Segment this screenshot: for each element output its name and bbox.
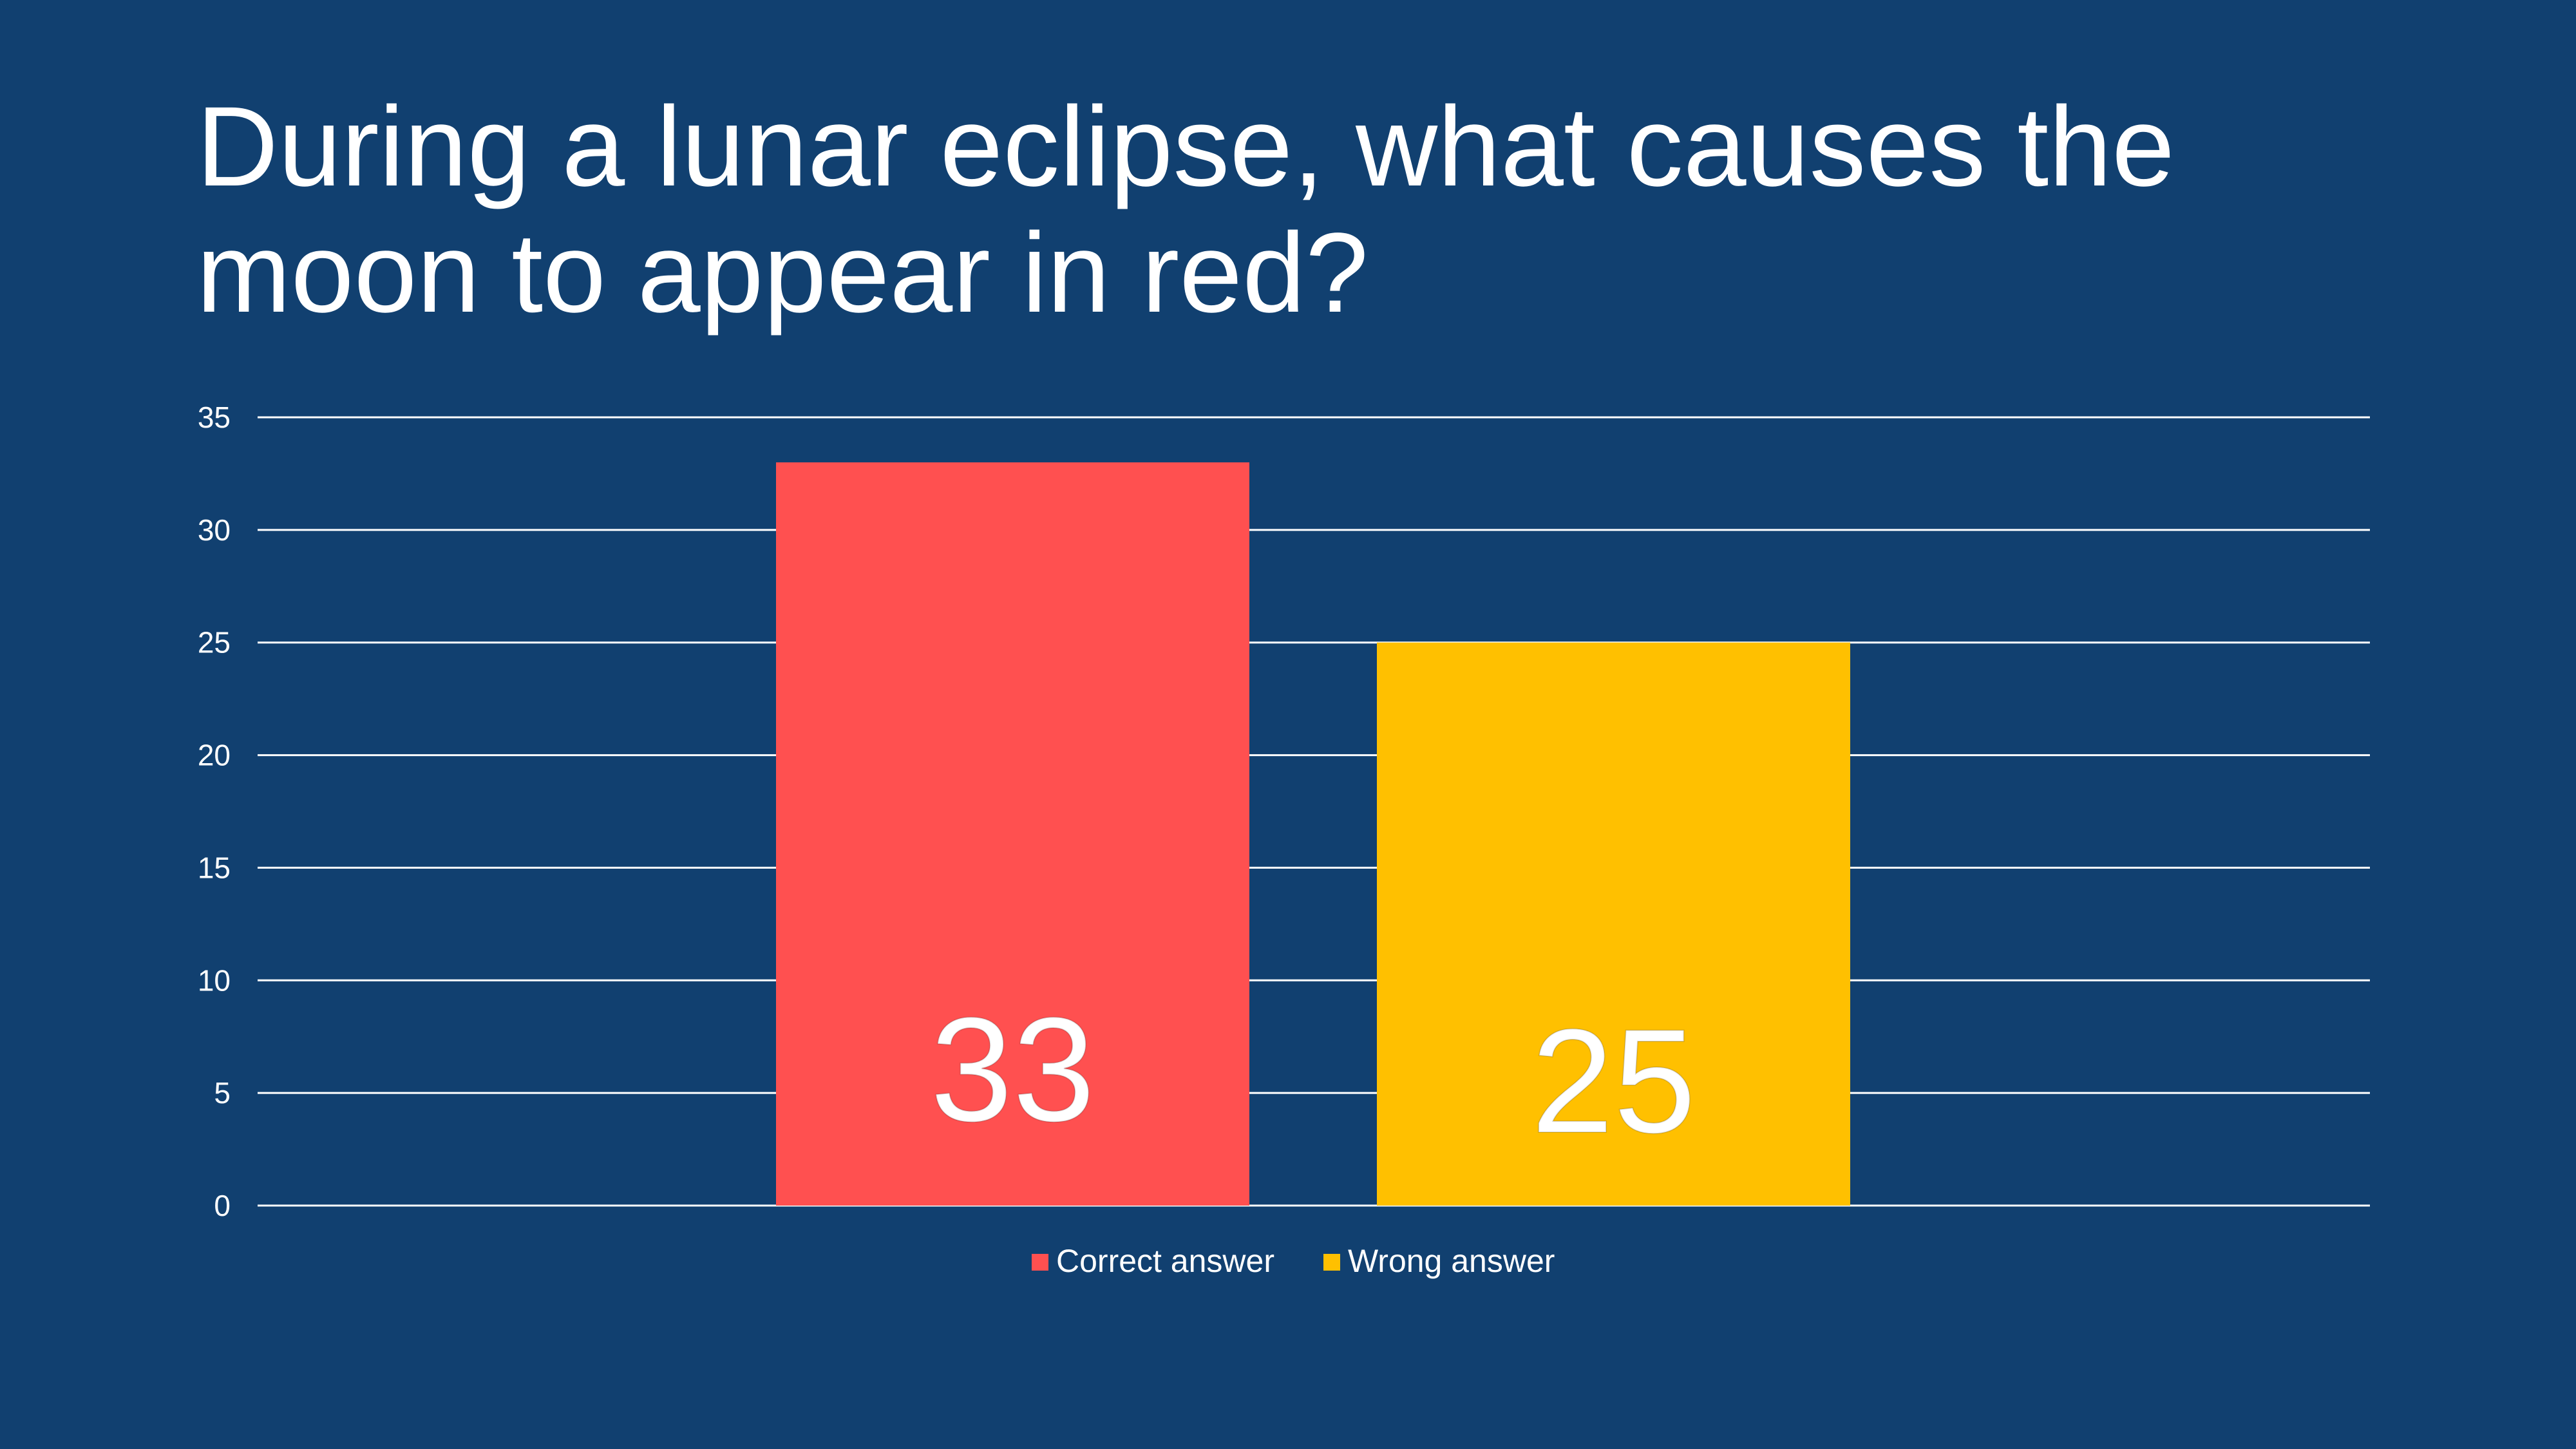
y-tick-label: 5: [214, 1076, 231, 1110]
bars: [776, 462, 1850, 1206]
data-label: 25: [1531, 998, 1696, 1164]
legend-swatch: [1032, 1254, 1048, 1271]
legend-swatch: [1323, 1254, 1340, 1271]
y-tick-label: 15: [198, 851, 231, 884]
legend-label: Wrong answer: [1348, 1243, 1555, 1279]
y-tick-label: 20: [198, 739, 231, 772]
bar-wrong-answer: [1377, 642, 1850, 1206]
y-tick-label: 25: [198, 626, 231, 659]
bar-correct-answer: [776, 462, 1249, 1206]
legend-label: Correct answer: [1056, 1243, 1274, 1279]
y-tick-label: 0: [214, 1189, 231, 1222]
y-tick-label: 10: [198, 963, 231, 997]
gridlines: [258, 416, 2370, 1207]
y-tick-label: 30: [198, 513, 231, 547]
data-label: 33: [931, 987, 1095, 1152]
legend: Correct answer Wrong answer: [1032, 1243, 1555, 1279]
slide-title: During a lunar eclipse, what causes the …: [196, 84, 2175, 336]
data-labels: 33 25: [930, 986, 1697, 1164]
y-axis-ticks: 0 5 10 15 20 25 30 35: [198, 401, 231, 1222]
y-tick-label: 35: [198, 401, 231, 434]
